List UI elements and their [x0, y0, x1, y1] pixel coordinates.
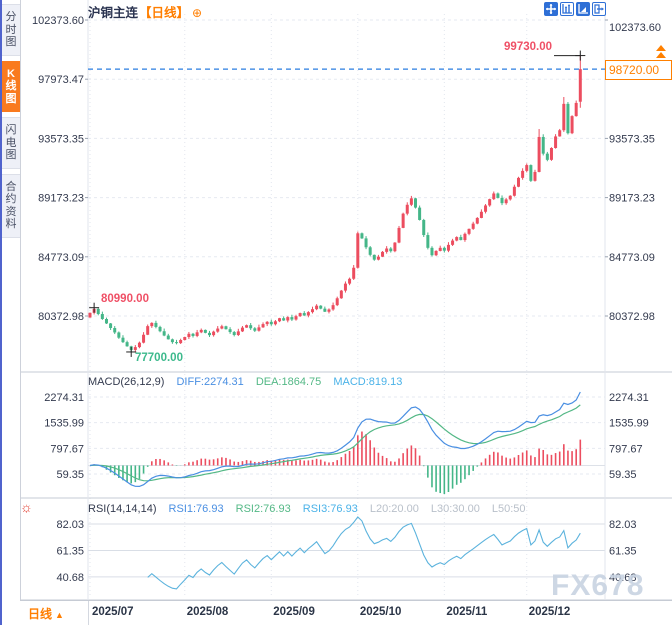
rsi-l20-value: L20:20.00	[369, 503, 419, 515]
svg-text:1535.99: 1535.99	[44, 418, 84, 430]
rsi-settings-icon[interactable]: ☼	[20, 499, 33, 515]
rsi-title: RSI(14,14,14)	[88, 503, 157, 515]
svg-text:84773.09: 84773.09	[38, 252, 84, 264]
view-sidebar: 分时图 K线图 闪电图 合约资料	[2, 0, 21, 600]
chart-title: 沪铜主连【日线】 ⊕	[88, 2, 202, 21]
month-tick-label: 2025/07	[92, 606, 134, 618]
symbol-name: 沪铜主连	[88, 6, 139, 20]
sidebar-item-time-share-chart[interactable]: 分时图	[2, 4, 20, 56]
axis-draw-icon[interactable]	[576, 2, 590, 16]
peak-price-label: 99730.00	[504, 41, 552, 53]
month-tick-label: 2025/10	[359, 606, 402, 618]
macd-title: MACD(26,12,9)	[88, 376, 165, 388]
svg-text:93573.35: 93573.35	[38, 133, 84, 145]
svg-text:797.67: 797.67	[609, 443, 643, 455]
svg-text:40.68: 40.68	[56, 572, 84, 584]
svg-text:102373.60: 102373.60	[32, 15, 84, 27]
rsi1-value: RSI1:76.93	[168, 503, 224, 515]
svg-text:93573.35: 93573.35	[609, 133, 655, 145]
chevron-up-icon: ▲	[55, 610, 64, 620]
time-axis-bar: 日线 ▲ 2025/07 2025/08 2025/09 2025/10 2025/11 2…	[20, 600, 672, 625]
svg-text:102373.60: 102373.60	[609, 22, 661, 34]
low-price-label: 77700.00	[135, 352, 183, 364]
pop-out-icon[interactable]	[592, 2, 606, 16]
watermark: FX678	[551, 569, 645, 602]
rsi-layer	[147, 516, 581, 590]
macd-diff-value: DIFF:2274.31	[176, 376, 244, 388]
macd-dea-value: DEA:1864.75	[255, 376, 322, 388]
chart-toolbar	[544, 2, 606, 16]
svg-text:59.35: 59.35	[609, 469, 637, 481]
svg-text:82.03: 82.03	[56, 519, 84, 531]
svg-text:80372.98: 80372.98	[38, 311, 84, 323]
sidebar-item-kline-chart[interactable]: K线图	[2, 60, 20, 112]
month-tick-label: 2025/11	[446, 606, 488, 618]
candlestick-layer	[88, 55, 582, 352]
window-edge	[0, 0, 2, 625]
svg-text:40.68: 40.68	[609, 572, 637, 584]
svg-text:59.35: 59.35	[56, 469, 84, 481]
rsi-l30-value: L30:30.00	[430, 503, 480, 515]
svg-text:1535.99: 1535.99	[609, 418, 649, 430]
svg-text:97973.47: 97973.47	[38, 74, 84, 86]
rsi-l50-value: L50:50	[491, 503, 526, 515]
macd-hist-value: MACD:819.13	[333, 376, 403, 388]
svg-text:61.35: 61.35	[56, 545, 84, 557]
month-tick-label: 2025/08	[186, 606, 229, 618]
annotation-layer	[89, 50, 586, 357]
svg-text:61.35: 61.35	[609, 545, 637, 557]
period-label: 【日线】	[139, 6, 190, 20]
svg-text:82.03: 82.03	[609, 519, 637, 531]
axis-scale-icon[interactable]	[560, 2, 574, 16]
svg-text:2274.31: 2274.31	[609, 392, 649, 404]
rsi2-value: RSI2:76.93	[235, 503, 291, 515]
macd-layer	[88, 391, 605, 494]
period-selector[interactable]: 日线 ▲	[28, 607, 64, 621]
sidebar-item-contract-info[interactable]: 合约资料	[2, 173, 20, 238]
price-up-arrows-icon	[655, 45, 667, 59]
last-price-tag: 98720.00	[605, 60, 672, 80]
svg-text:797.67: 797.67	[50, 443, 84, 455]
crosshair-move-icon[interactable]	[544, 2, 558, 16]
svg-text:84773.09: 84773.09	[609, 252, 655, 264]
rsi-header: RSI(14,14,14) RSI1:76.93 RSI2:76.93 RSI3…	[88, 503, 535, 515]
divider	[88, 601, 89, 625]
price-axis-labels: 102373.60 102373.60 97973.47 93573.35 93573.…	[32, 15, 661, 584]
svg-text:2274.31: 2274.31	[44, 392, 84, 404]
open-high-price-label: 80990.00	[101, 293, 149, 305]
month-tick-label: 2025/12	[528, 606, 571, 618]
svg-text:89173.23: 89173.23	[609, 193, 655, 205]
month-tick-label: 2025/09	[273, 606, 315, 618]
rsi3-value: RSI3:76.93	[302, 503, 358, 515]
svg-text:80372.98: 80372.98	[609, 311, 655, 323]
svg-text:89173.23: 89173.23	[38, 193, 84, 205]
macd-header: MACD(26,12,9) DIFF:2274.31 DEA:1864.75 M…	[88, 376, 411, 388]
add-indicator-icon[interactable]: ⊕	[192, 6, 203, 20]
sidebar-item-flash-chart[interactable]: 闪电图	[2, 117, 20, 169]
